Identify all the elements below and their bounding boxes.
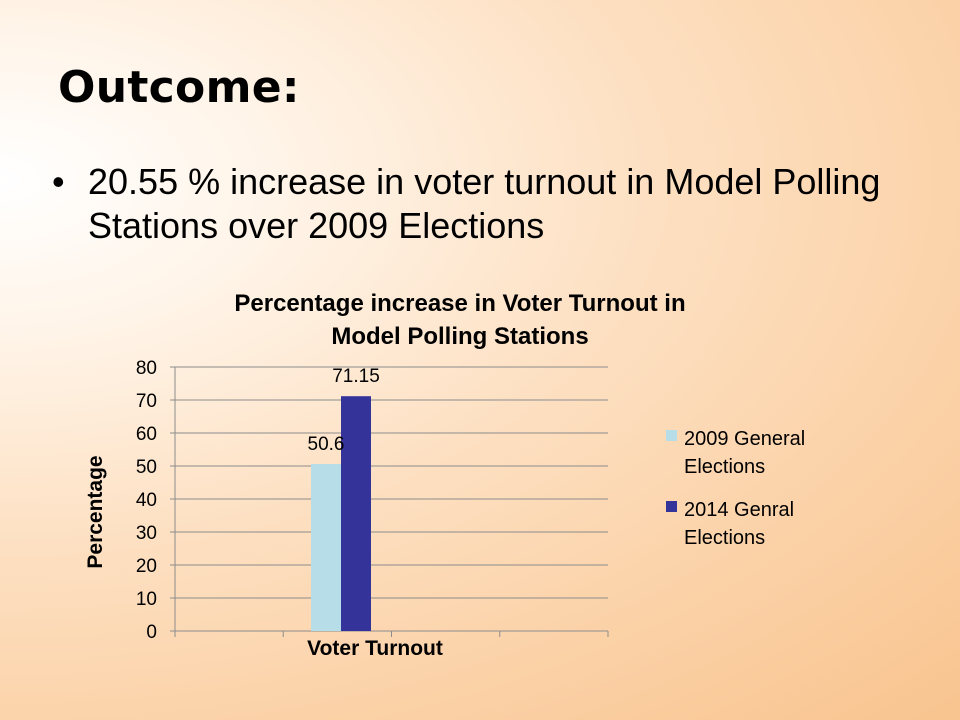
data-label-2: 71.15 [332, 366, 380, 387]
bullet-text: 20.55 % increase in voter turnout in Mod… [88, 161, 881, 246]
y-tick-label: 50 [136, 457, 157, 478]
legend-swatch-2 [666, 501, 677, 512]
legend-label-1: Elections [684, 456, 765, 478]
chart-title-line-2: Model Polling Stations [331, 323, 588, 350]
legend-label-2: Elections [684, 527, 765, 549]
bullet-item: • 20.55 % increase in voter turnout in M… [52, 160, 912, 248]
slide-title: Outcome: [58, 62, 300, 113]
legend-label-1: 2009 General [684, 428, 805, 450]
y-tick-label: 20 [136, 556, 157, 577]
chart-title-line-1: Percentage increase in Voter Turnout in [234, 290, 685, 317]
y-tick-label: 80 [136, 358, 157, 379]
legend-swatch-1 [666, 430, 677, 441]
bar-1 [311, 464, 341, 631]
bar-2 [341, 396, 371, 631]
y-tick-label: 40 [136, 490, 157, 511]
legend-label-2: 2014 Genral [684, 499, 794, 521]
bullet-marker: • [52, 161, 65, 202]
y-tick-label: 10 [136, 589, 157, 610]
y-axis-label: Percentage [84, 455, 107, 568]
y-tick-label: 0 [146, 622, 157, 643]
y-tick-label: 70 [136, 391, 157, 412]
y-tick-label: 30 [136, 523, 157, 544]
x-axis-label: Voter Turnout [307, 637, 443, 660]
y-tick-label: 60 [136, 424, 157, 445]
data-label-1: 50.6 [308, 434, 345, 455]
